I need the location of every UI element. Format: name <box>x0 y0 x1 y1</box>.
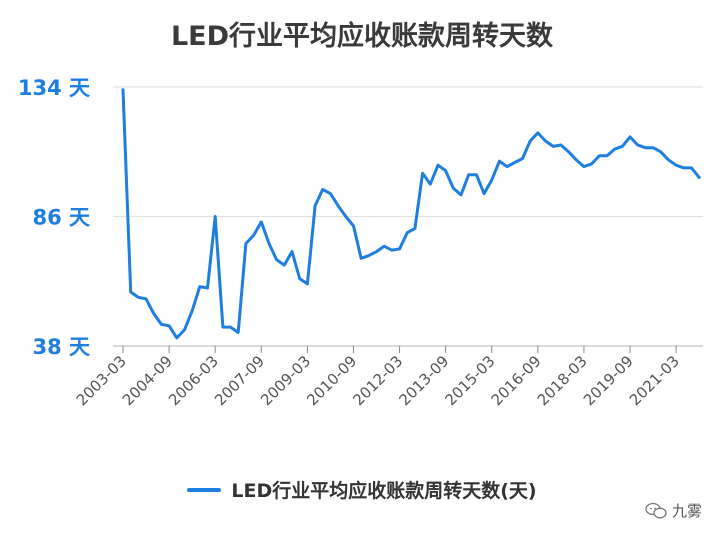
y-tick-label: 38 天 <box>32 335 91 359</box>
x-tick-label: 2019-09 <box>580 352 637 409</box>
x-tick-label: 2009-03 <box>257 352 314 409</box>
chart-title: LED行业平均应收账款周转天数 <box>170 21 554 52</box>
x-tick-label: 2021-03 <box>626 352 683 409</box>
x-tick-label: 2007-09 <box>211 352 268 409</box>
legend-label: LED行业平均应收账款周转天数(天) <box>231 480 537 502</box>
x-tick-label: 2006-03 <box>165 352 222 409</box>
watermark-text: 九雾 <box>671 502 702 520</box>
y-tick-label: 134 天 <box>18 76 91 100</box>
legend-swatch <box>187 487 222 492</box>
chat-bubble-icon <box>645 502 667 518</box>
x-tick-label: 2018-03 <box>534 352 591 409</box>
x-tick-label: 2016-09 <box>488 352 545 409</box>
x-tick-label: 2012-03 <box>349 352 406 409</box>
legend[interactable]: LED行业平均应收账款周转天数(天) <box>0 476 724 503</box>
y-tick-label: 86 天 <box>32 206 91 230</box>
x-tick-label: 2015-03 <box>442 352 499 409</box>
series-line <box>121 88 701 340</box>
x-tick-label: 2003-03 <box>73 352 130 409</box>
x-tick-label: 2010-09 <box>303 352 360 409</box>
watermark: 九雾 <box>645 500 702 521</box>
x-tick-label: 2013-09 <box>395 352 452 409</box>
x-tick-label: 2004-09 <box>119 352 176 409</box>
